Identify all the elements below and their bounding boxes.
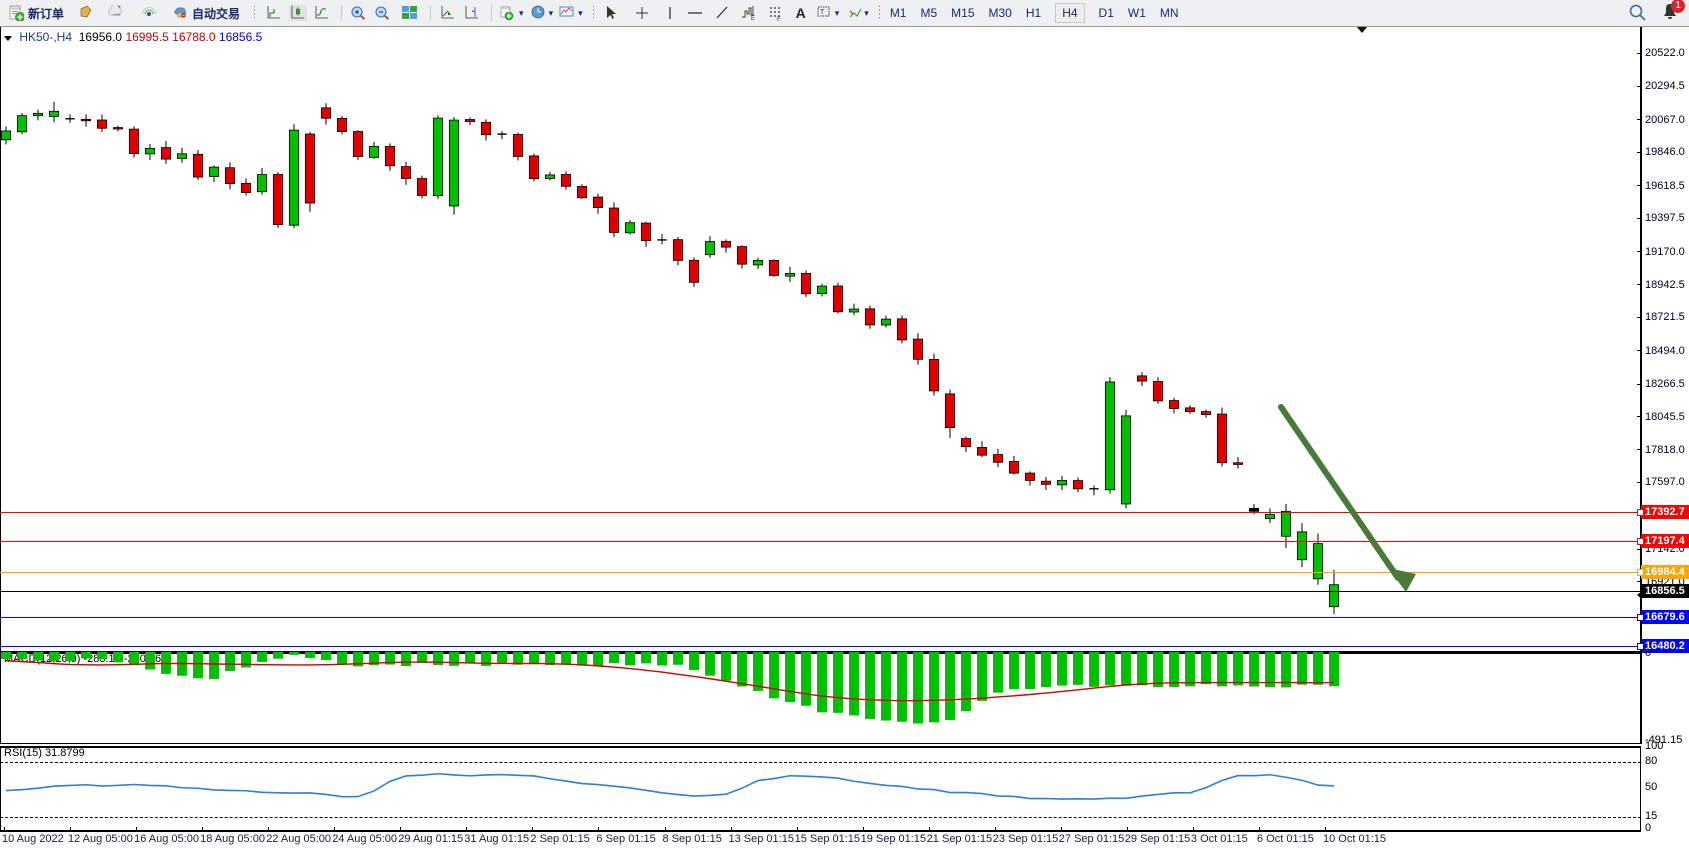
svg-text:T: T xyxy=(820,9,825,16)
svg-text:F: F xyxy=(777,17,781,21)
svg-text:E: E xyxy=(751,16,755,21)
